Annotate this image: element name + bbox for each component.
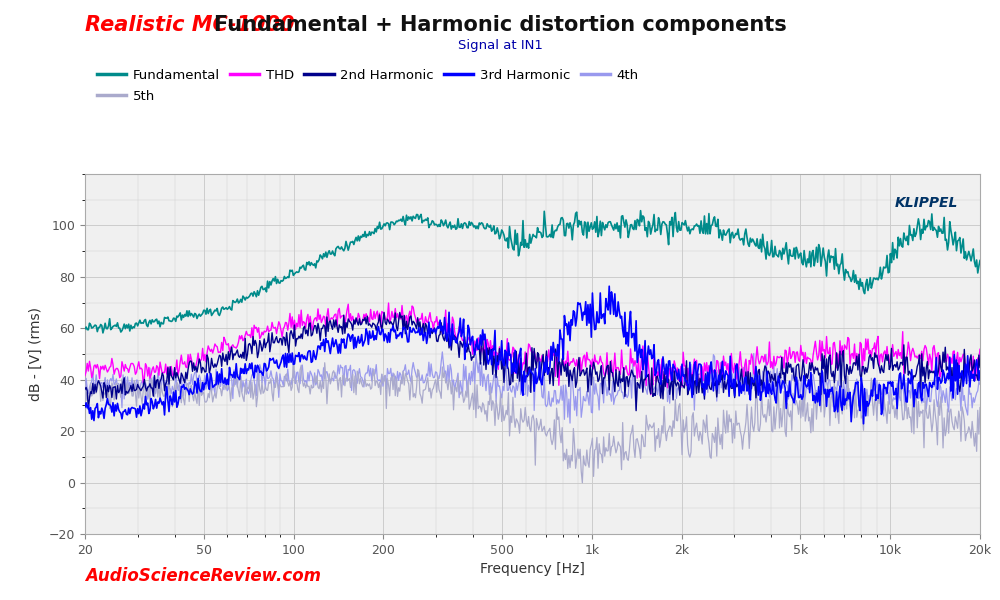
Text: Signal at IN1: Signal at IN1 — [458, 39, 542, 52]
Text: AudioScienceReview.com: AudioScienceReview.com — [85, 567, 321, 585]
Legend: 5th: 5th — [92, 85, 160, 108]
Text: Realistic MC-1000: Realistic MC-1000 — [85, 15, 294, 35]
Legend: Fundamental, THD, 2nd Harmonic, 3rd Harmonic, 4th: Fundamental, THD, 2nd Harmonic, 3rd Harm… — [92, 64, 644, 87]
Text: Fundamental + Harmonic distortion components: Fundamental + Harmonic distortion compon… — [214, 15, 786, 35]
Y-axis label: dB - [V] (rms): dB - [V] (rms) — [29, 307, 43, 401]
Text: KLIPPEL: KLIPPEL — [894, 196, 958, 209]
X-axis label: Frequency [Hz]: Frequency [Hz] — [480, 562, 585, 576]
